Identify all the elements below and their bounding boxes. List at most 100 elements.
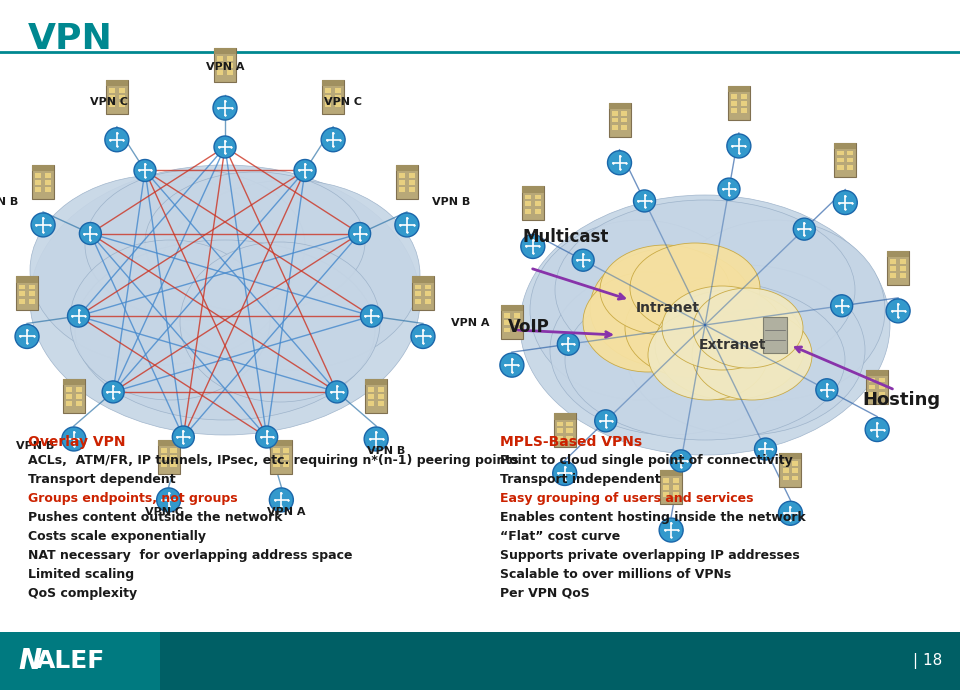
Bar [504, 313, 510, 318]
Bar [728, 86, 750, 120]
Bar [396, 165, 418, 199]
Bar [335, 95, 341, 99]
Circle shape [833, 190, 857, 215]
Circle shape [500, 353, 524, 377]
Bar [847, 165, 853, 170]
Bar [365, 379, 387, 385]
Bar [157, 440, 180, 474]
Bar [837, 165, 844, 170]
Text: ALEF: ALEF [36, 649, 106, 673]
Bar [171, 462, 177, 467]
Circle shape [755, 438, 777, 460]
Text: VPN B: VPN B [367, 446, 405, 456]
Bar [869, 384, 876, 389]
Text: Transport dependent: Transport dependent [28, 473, 176, 486]
Bar [160, 462, 167, 467]
Text: Per VPN QoS: Per VPN QoS [500, 587, 589, 600]
Bar [227, 70, 233, 75]
Text: VPN A: VPN A [451, 319, 490, 328]
Ellipse shape [583, 272, 713, 372]
Bar [837, 150, 844, 155]
Ellipse shape [550, 265, 790, 435]
Circle shape [213, 96, 237, 120]
Bar [525, 195, 531, 199]
Text: Supports private overlapping IP addresses: Supports private overlapping IP addresse… [500, 549, 800, 562]
Ellipse shape [630, 243, 760, 333]
Bar [335, 88, 341, 92]
Circle shape [15, 324, 39, 348]
Bar [325, 102, 331, 107]
Bar [900, 266, 906, 270]
Bar [66, 394, 72, 399]
Bar [217, 56, 224, 61]
Bar [728, 86, 750, 92]
Circle shape [361, 305, 382, 327]
Bar [16, 277, 38, 283]
Circle shape [816, 379, 838, 401]
FancyBboxPatch shape [160, 632, 960, 690]
Bar [365, 379, 387, 413]
Bar [535, 201, 540, 206]
Bar [76, 402, 82, 406]
Bar [409, 173, 415, 178]
Ellipse shape [520, 195, 890, 455]
Bar [19, 299, 25, 304]
Bar [900, 259, 906, 264]
Bar [782, 475, 789, 480]
Bar [621, 118, 628, 122]
Bar [325, 88, 331, 92]
Bar [217, 70, 224, 75]
Text: Limited scaling: Limited scaling [28, 568, 134, 581]
Bar [731, 108, 737, 113]
Bar [36, 180, 41, 185]
Ellipse shape [625, 278, 765, 378]
Bar [869, 377, 876, 382]
Bar [525, 201, 531, 206]
Circle shape [634, 190, 656, 212]
Bar [399, 173, 405, 178]
Bar [119, 95, 125, 99]
Bar [424, 284, 431, 289]
Text: “Flat” cost curve: “Flat” cost curve [500, 530, 620, 543]
Text: Easy grouping of users and services: Easy grouping of users and services [500, 492, 754, 505]
Circle shape [67, 305, 89, 327]
Ellipse shape [648, 310, 768, 400]
Circle shape [322, 128, 346, 152]
Bar [525, 209, 531, 214]
Bar [557, 428, 563, 433]
Bar [890, 259, 897, 264]
Bar [283, 462, 289, 467]
Bar [335, 102, 341, 107]
Text: Multicast: Multicast [523, 228, 610, 246]
Bar [522, 186, 543, 193]
Text: | 18: | 18 [913, 653, 942, 669]
Bar [621, 111, 628, 116]
Text: Hosting: Hosting [862, 391, 940, 409]
Text: QoS complexity: QoS complexity [28, 587, 137, 600]
Bar [32, 165, 54, 171]
Circle shape [325, 381, 348, 403]
Bar [29, 299, 35, 304]
Bar [514, 313, 519, 318]
Bar [16, 277, 38, 310]
Bar [612, 111, 617, 116]
Bar [283, 448, 289, 453]
Bar [378, 394, 384, 399]
Bar [879, 377, 885, 382]
Bar [45, 188, 51, 192]
Bar [740, 94, 747, 99]
Bar [396, 165, 418, 171]
Circle shape [558, 333, 579, 355]
Bar [557, 436, 563, 441]
Bar [554, 413, 576, 420]
Ellipse shape [30, 165, 420, 435]
Bar [323, 80, 344, 114]
Bar [887, 251, 909, 257]
Bar [119, 88, 125, 92]
Text: Intranet: Intranet [636, 301, 700, 315]
Bar [504, 328, 510, 333]
Bar [45, 180, 51, 185]
Bar [900, 273, 906, 278]
Ellipse shape [160, 180, 420, 370]
Circle shape [660, 518, 684, 542]
